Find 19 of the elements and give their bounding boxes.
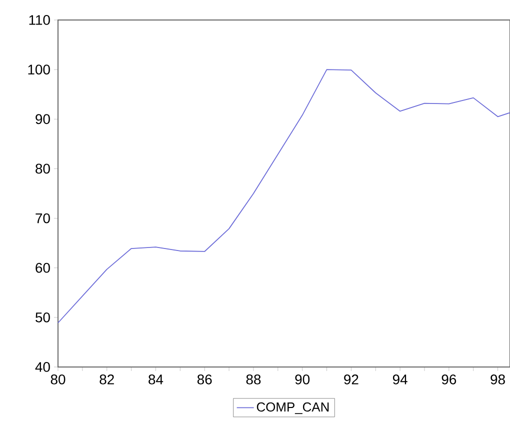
- x-tick-label: 98: [490, 374, 505, 384]
- legend-label: COMP_CAN: [256, 402, 329, 414]
- x-tick-label: 82: [100, 374, 114, 384]
- x-tick-label: 94: [392, 374, 408, 384]
- x-tick-label: 88: [246, 374, 261, 384]
- y-tick-label: 110: [29, 15, 50, 25]
- y-tick-label: 90: [36, 114, 50, 124]
- x-tick-label: 80: [50, 374, 66, 384]
- x-tick-label: 90: [295, 374, 310, 384]
- x-tick-label: 84: [148, 374, 164, 384]
- y-tick-label: 80: [36, 164, 50, 174]
- y-tick-label: 40: [35, 362, 50, 372]
- x-tick-label: 92: [344, 374, 358, 384]
- y-tick-label: 70: [36, 213, 50, 224]
- y-tick-label: 50: [36, 312, 50, 322]
- y-tick-label: 100: [28, 64, 50, 75]
- x-tick-label: 86: [197, 374, 212, 384]
- y-tick-label: 60: [36, 262, 50, 273]
- x-tick-label: 96: [442, 374, 456, 384]
